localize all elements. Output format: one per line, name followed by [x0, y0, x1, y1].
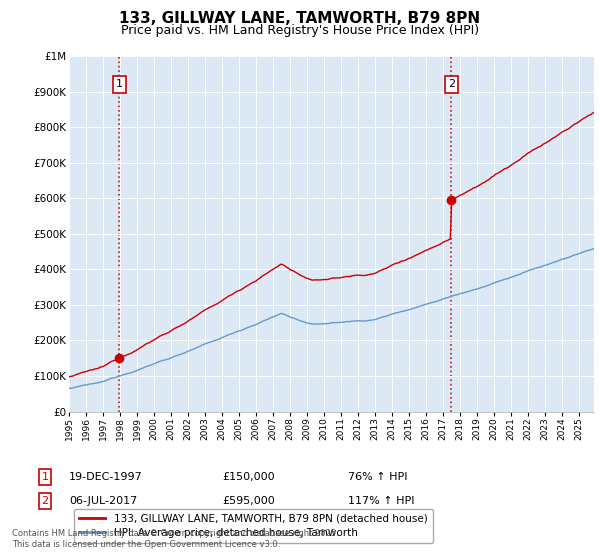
Text: 19-DEC-1997: 19-DEC-1997: [69, 472, 143, 482]
Text: 117% ↑ HPI: 117% ↑ HPI: [348, 496, 415, 506]
Text: 1: 1: [41, 472, 49, 482]
Text: 2: 2: [41, 496, 49, 506]
Text: £150,000: £150,000: [222, 472, 275, 482]
Text: 06-JUL-2017: 06-JUL-2017: [69, 496, 137, 506]
Legend: 133, GILLWAY LANE, TAMWORTH, B79 8PN (detached house), HPI: Average price, detac: 133, GILLWAY LANE, TAMWORTH, B79 8PN (de…: [74, 508, 433, 543]
Text: Contains HM Land Registry data © Crown copyright and database right 2025.
This d: Contains HM Land Registry data © Crown c…: [12, 529, 338, 549]
Text: 2: 2: [448, 80, 455, 90]
Text: 133, GILLWAY LANE, TAMWORTH, B79 8PN: 133, GILLWAY LANE, TAMWORTH, B79 8PN: [119, 11, 481, 26]
Text: Price paid vs. HM Land Registry's House Price Index (HPI): Price paid vs. HM Land Registry's House …: [121, 24, 479, 37]
Text: 1: 1: [116, 80, 123, 90]
Text: 76% ↑ HPI: 76% ↑ HPI: [348, 472, 407, 482]
Text: £595,000: £595,000: [222, 496, 275, 506]
